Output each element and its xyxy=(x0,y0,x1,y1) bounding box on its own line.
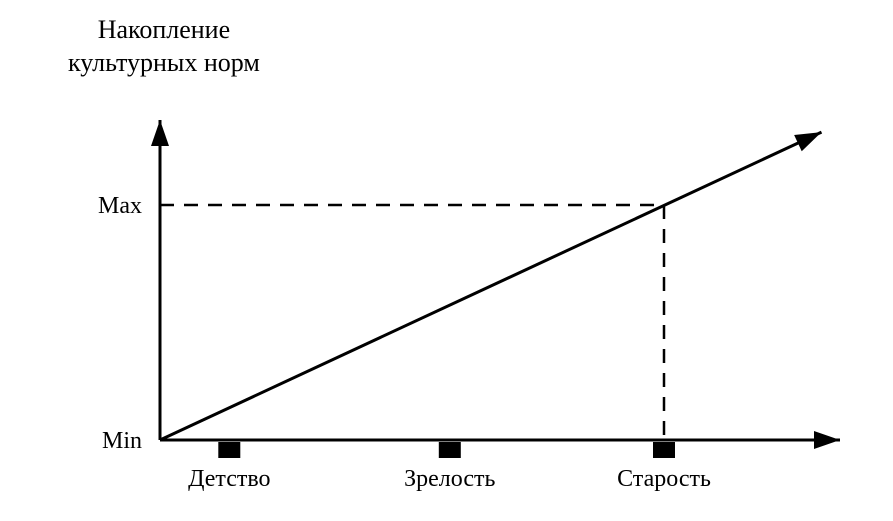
x-tick-marker xyxy=(653,442,675,458)
y-axis-title: Накоплениекультурных норм xyxy=(68,14,260,79)
x-tick-label: Зрелость xyxy=(404,466,495,492)
data-line xyxy=(160,132,822,440)
x-tick-marker xyxy=(218,442,240,458)
y-axis-title-line1: Накопление xyxy=(68,14,260,47)
x-tick-label: Детство xyxy=(188,466,270,492)
y-axis-title-line2: культурных норм xyxy=(68,47,260,80)
y-tick-label: Min xyxy=(102,428,142,454)
chart-container: Max Min Детство Зрелость Старость Накоплениек… xyxy=(0,0,893,521)
y-tick-label: Max xyxy=(98,193,142,219)
arrowhead xyxy=(794,132,821,151)
x-tick-marker xyxy=(439,442,461,458)
arrowhead xyxy=(151,120,169,146)
arrowhead xyxy=(814,431,840,449)
x-tick-label: Старость xyxy=(617,466,711,492)
